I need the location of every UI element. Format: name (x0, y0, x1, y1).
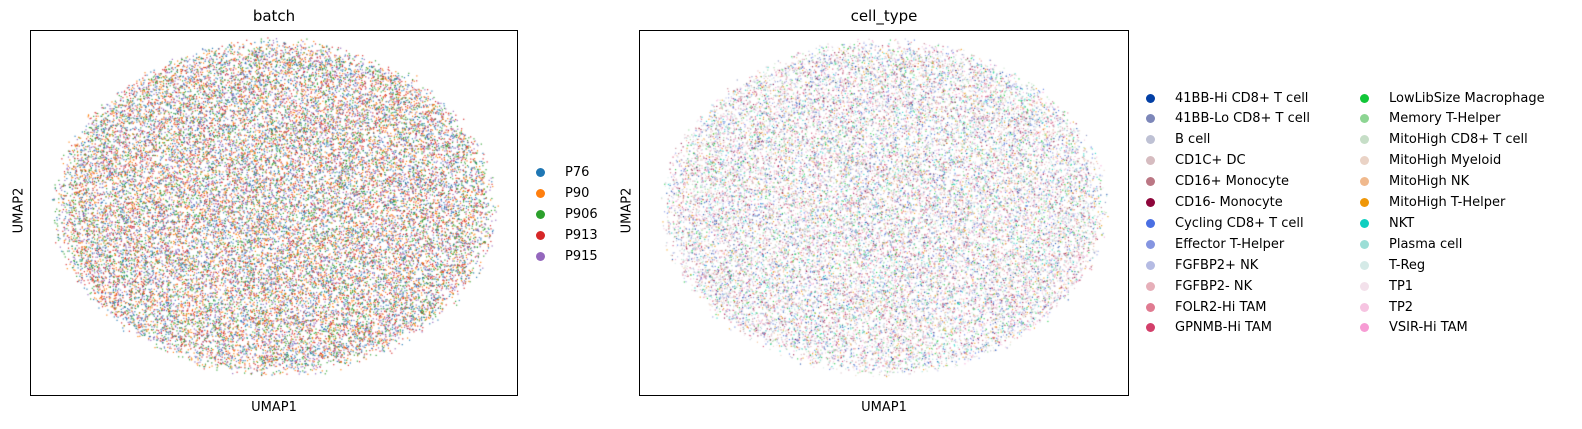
legend-label: CD16+ Monocyte (1175, 174, 1289, 190)
legend-label: Effector T-Helper (1175, 236, 1285, 252)
legend-item-vsir-hi-tam: VSIR-Hi TAM (1360, 318, 1468, 338)
legend-marker-icon (1360, 177, 1369, 187)
legend-item-fgfbp2-nk: FGFBP2- NK (1146, 276, 1252, 296)
legend-item-mitohigh-myeloid: MitoHigh Myeloid (1360, 151, 1501, 171)
legend-item-mitohigh-nk: MitoHigh NK (1360, 172, 1469, 192)
legend-item-p90: P90 (536, 183, 589, 203)
legend-marker-icon (536, 209, 545, 219)
legend-item-cd1c-dc: CD1C+ DC (1146, 151, 1246, 171)
legend-item-p906: P906 (536, 204, 598, 224)
legend-marker-icon (1360, 323, 1369, 333)
legend-marker-icon (1146, 156, 1155, 166)
legend-item-fgfbp2-nk: FGFBP2+ NK (1146, 255, 1258, 275)
legend-label: P913 (565, 227, 598, 243)
legend-marker-icon (1146, 114, 1155, 124)
legend-item-effector-t-helper: Effector T-Helper (1146, 234, 1284, 254)
legend-label: Plasma cell (1389, 236, 1463, 252)
legend-label: P906 (565, 206, 598, 222)
legend-item-gpnmb-hi-tam: GPNMB-Hi TAM (1146, 318, 1272, 338)
legend-item-tp2: TP2 (1360, 297, 1413, 317)
cell-type-x-axis-label: UMAP1 (861, 400, 907, 415)
legend-marker-icon (1146, 281, 1155, 291)
cell-type-scatter-plot (639, 30, 1129, 396)
legend-marker-icon (1360, 260, 1369, 270)
legend-label: TP2 (1389, 299, 1414, 315)
legend-marker-icon (1146, 93, 1155, 103)
legend-label: NKT (1389, 215, 1415, 231)
legend-label: 41BB-Lo CD8+ T cell (1175, 111, 1310, 127)
legend-marker-icon (536, 167, 545, 177)
legend-marker-icon (1360, 302, 1369, 312)
legend-marker-icon (1360, 198, 1369, 207)
cell-type-scatter-points (640, 31, 1128, 395)
batch-scatter-points (31, 31, 517, 395)
legend-marker-icon (1360, 239, 1369, 249)
legend-item-lowlibsize-macrophage: LowLibSize Macrophage (1360, 88, 1545, 108)
legend-marker-icon (1146, 218, 1155, 228)
legend-marker-icon (1360, 281, 1369, 291)
legend-label: MitoHigh CD8+ T cell (1389, 132, 1528, 148)
legend-item-p913: P913 (536, 225, 598, 245)
legend-marker-icon (1146, 177, 1155, 187)
legend-marker-icon (1360, 93, 1369, 103)
legend-item-cd16-monocyte: CD16- Monocyte (1146, 193, 1283, 213)
legend-item-memory-t-helper: Memory T-Helper (1360, 109, 1500, 129)
legend-label: MitoHigh Myeloid (1389, 153, 1502, 169)
legend-marker-icon (536, 230, 545, 240)
legend-label: TP1 (1389, 278, 1414, 294)
legend-marker-icon (536, 188, 545, 198)
legend-item-b-cell: B cell (1146, 130, 1210, 150)
legend-marker-icon (1146, 260, 1155, 270)
legend-marker-icon (1360, 156, 1369, 166)
legend-item-p76: P76 (536, 162, 589, 182)
legend-label: P90 (565, 185, 590, 201)
legend-label: 41BB-Hi CD8+ T cell (1175, 90, 1309, 106)
batch-y-axis-label: UMAP2 (11, 187, 27, 234)
batch-x-axis-label: UMAP1 (251, 400, 297, 415)
legend-label: FOLR2-Hi TAM (1175, 299, 1267, 315)
legend-item-mitohigh-t-helper: MitoHigh T-Helper (1360, 193, 1505, 213)
legend-marker-icon (536, 251, 545, 261)
legend-marker-icon (1360, 114, 1369, 124)
legend-label: P76 (565, 164, 590, 180)
legend-item-p915: P915 (536, 246, 598, 266)
legend-item-nkt: NKT (1360, 213, 1414, 233)
legend-label: T-Reg (1389, 257, 1426, 273)
legend-label: P915 (565, 248, 598, 264)
legend-label: B cell (1175, 132, 1211, 148)
legend-marker-icon (1360, 135, 1369, 145)
legend-marker-icon (1146, 135, 1155, 145)
legend-item-t-reg: T-Reg (1360, 255, 1425, 275)
legend-marker-icon (1146, 323, 1155, 333)
legend-marker-icon (1146, 239, 1155, 249)
legend-marker-icon (1360, 218, 1369, 228)
cell-type-y-axis-label: UMAP2 (619, 187, 635, 234)
legend-label: CD1C+ DC (1175, 153, 1246, 169)
legend-item-plasma-cell: Plasma cell (1360, 234, 1462, 254)
legend-label: LowLibSize Macrophage (1389, 90, 1545, 106)
batch-panel-title: batch (252, 7, 296, 25)
legend-label: FGFBP2- NK (1175, 278, 1253, 294)
legend-label: FGFBP2+ NK (1175, 257, 1259, 273)
legend-label: MitoHigh NK (1389, 174, 1470, 190)
legend-item-folr2-hi-tam: FOLR2-Hi TAM (1146, 297, 1267, 317)
legend-label: CD16- Monocyte (1175, 195, 1283, 210)
legend-item-cycling-cd8-t-cell: Cycling CD8+ T cell (1146, 213, 1304, 233)
legend-label: Cycling CD8+ T cell (1175, 215, 1304, 231)
legend-item-cd16-monocyte: CD16+ Monocyte (1146, 172, 1289, 192)
legend-label: Memory T-Helper (1389, 111, 1501, 127)
legend-marker-icon (1146, 302, 1155, 312)
legend-label: GPNMB-Hi TAM (1175, 320, 1273, 336)
legend-item-41bb-lo-cd8-t-cell: 41BB-Lo CD8+ T cell (1146, 109, 1310, 129)
legend-label: VSIR-Hi TAM (1389, 320, 1468, 336)
legend-item-mitohigh-cd8-t-cell: MitoHigh CD8+ T cell (1360, 130, 1528, 150)
legend-item-tp1: TP1 (1360, 276, 1413, 296)
batch-scatter-plot (30, 30, 518, 396)
legend-label: MitoHigh T-Helper (1389, 195, 1506, 210)
legend-item-41bb-hi-cd8-t-cell: 41BB-Hi CD8+ T cell (1146, 88, 1308, 108)
cell-type-panel-title: cell_type (850, 7, 918, 25)
legend-marker-icon (1146, 198, 1155, 207)
